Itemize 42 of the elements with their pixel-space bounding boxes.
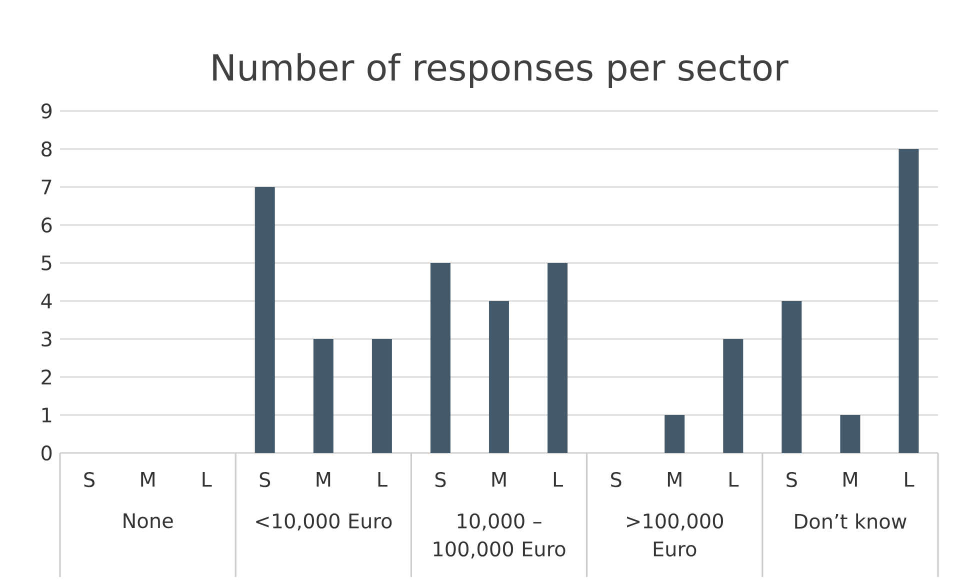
bar bbox=[548, 263, 568, 453]
x-tick-label: L bbox=[730, 472, 739, 487]
bar bbox=[723, 338, 744, 453]
x-tick-label: M bbox=[668, 472, 682, 487]
bar bbox=[782, 300, 802, 453]
text: >100,000 Euro bbox=[627, 513, 724, 557]
x-tick-label: S bbox=[435, 472, 446, 488]
x-tick-label: L bbox=[905, 472, 914, 487]
bar bbox=[489, 300, 510, 453]
x-tick-label: S bbox=[611, 472, 622, 488]
x-tick-label: L bbox=[554, 472, 564, 487]
text: <10,000 Euro bbox=[256, 513, 392, 531]
bar bbox=[430, 263, 450, 453]
x-tick-label: M bbox=[492, 472, 506, 487]
y-tick-label: 0 bbox=[42, 445, 52, 461]
y-tick-label: 4 bbox=[41, 294, 52, 308]
bar bbox=[664, 414, 685, 453]
x-tick-label: S bbox=[84, 472, 95, 488]
text: Don’t know bbox=[795, 513, 906, 529]
x-tick-label: M bbox=[316, 472, 330, 487]
x-tick-label: M bbox=[844, 472, 857, 487]
bar bbox=[898, 149, 919, 453]
x-tick-label: S bbox=[786, 472, 797, 488]
y-tick-label: 8 bbox=[42, 141, 52, 157]
bar bbox=[372, 338, 392, 453]
text: 10,000 – 100,000 Euro bbox=[434, 513, 566, 559]
bar bbox=[313, 338, 334, 453]
bar bbox=[840, 414, 860, 453]
y-tick-label: 6 bbox=[42, 217, 52, 233]
y-tick-label: 5 bbox=[42, 256, 52, 270]
y-tick-label: 2 bbox=[42, 370, 51, 384]
bar bbox=[254, 187, 275, 453]
y-tick-label: 9 bbox=[41, 103, 52, 119]
y-tick-label: 1 bbox=[42, 408, 52, 422]
x-tick-label: M bbox=[141, 472, 154, 487]
y-tick-label: 3 bbox=[42, 331, 52, 347]
text: None bbox=[124, 513, 173, 528]
x-tick-label: L bbox=[202, 472, 212, 487]
chart-title: Number of responses per sector bbox=[213, 53, 788, 88]
x-tick-label: L bbox=[378, 472, 388, 487]
y-tick-label: 7 bbox=[42, 180, 52, 194]
x-tick-label: S bbox=[260, 472, 270, 488]
